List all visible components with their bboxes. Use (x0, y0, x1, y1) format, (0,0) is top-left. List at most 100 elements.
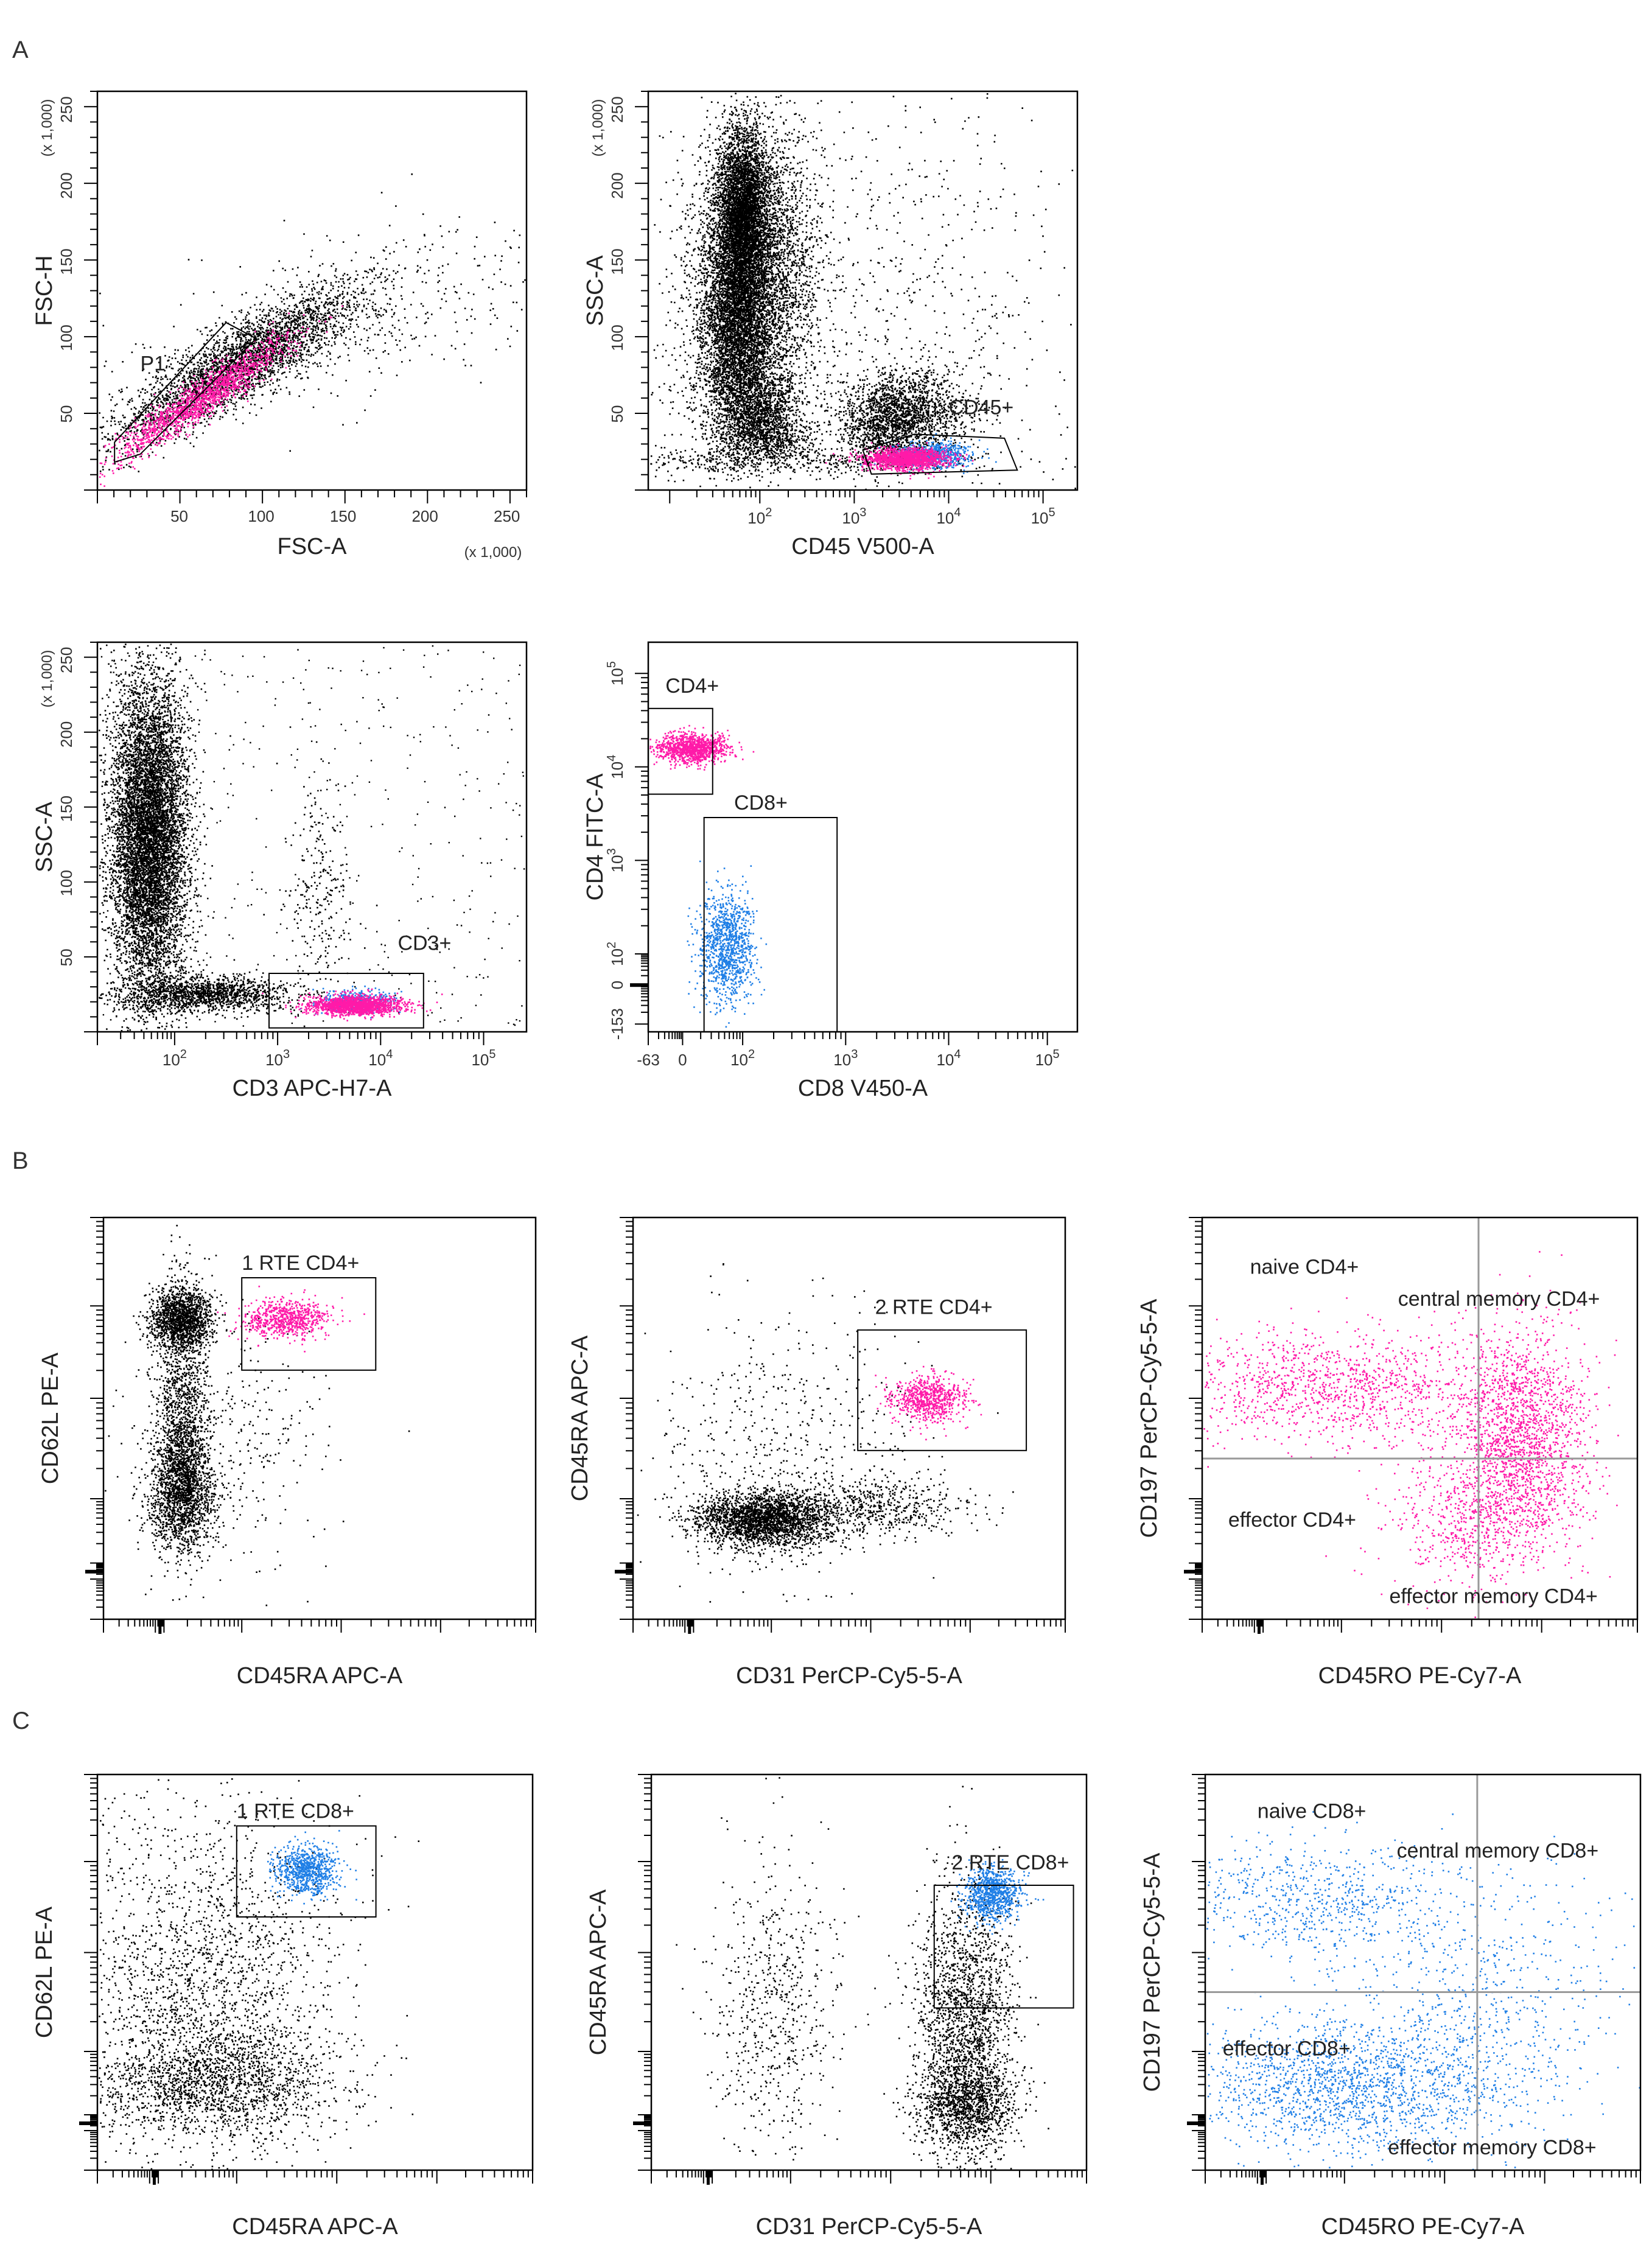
plot-frame (647, 641, 1079, 1033)
gate-rte (241, 1277, 377, 1371)
population-right-dots (883, 1785, 1046, 2170)
population-non-t-dots (99, 643, 236, 1032)
population-column (136, 1225, 226, 1601)
population-magenta (262, 988, 443, 1021)
population-right (724, 1458, 1014, 1553)
y-zero-marker (1187, 2121, 1205, 2125)
population-memory-dots (1399, 1251, 1619, 1606)
population-magenta (825, 442, 974, 480)
y-tick-label: 50 (57, 948, 75, 966)
population-bottom (895, 2041, 1049, 2162)
x-tick-label: -63 (637, 1051, 660, 1069)
x-axis-label: CD45RO PE-Cy7-A (1318, 1663, 1522, 1689)
quadrant-label-effector-memory: effector memory CD4+ (1389, 1585, 1597, 1608)
population-granulocytes (670, 102, 803, 489)
population-column-dots (136, 1225, 226, 1601)
population-granulocyte-base-dots (712, 346, 812, 461)
population-bottom-dots (895, 2041, 1049, 2162)
y-tick-label: 150 (57, 796, 75, 822)
plot-a2: 102 103 104 105 50 100 150 200 250(x 1,000) CD45+… (583, 90, 1079, 559)
gate-label-cd45: CD45+ (949, 396, 1014, 419)
plot-frame (647, 90, 1079, 491)
gate-label-rte: 2 RTE CD4+ (875, 1295, 993, 1319)
gate-cd45 (862, 433, 1018, 475)
population-blue-dots (267, 1830, 357, 1905)
population-naive-dots (1203, 1297, 1610, 1468)
population-magenta (217, 1286, 365, 1353)
population-naive (1203, 1297, 1610, 1468)
quadrant-label-effector: effector CD4+ (1228, 1508, 1356, 1532)
y-tick-label: 200 (57, 172, 75, 198)
y-tick-label: -153 (608, 1008, 626, 1040)
plot-a3: 102 103 104 105 50 100 150 200 250(x 1,000) CD3+ C… (32, 641, 528, 1101)
population-magenta-dots (262, 988, 443, 1021)
plot-b3: naive CD4+ central memory CD4+ effector CD… (1136, 1216, 1639, 1689)
x-tick-label: 103 (842, 506, 866, 527)
y-tick-label: 105 (605, 661, 626, 685)
plot-c2: 2 RTE CD8+ CD31 PerCP-Cy5-5-A CD45RA APC-A (586, 1773, 1088, 2240)
population-main (662, 1471, 869, 1568)
x-tick-label: 102 (730, 1048, 755, 1069)
population-main-dots (662, 1471, 869, 1568)
x-tick-label: 0 (678, 1051, 687, 1069)
gate-rte (236, 1825, 377, 1918)
gate-label-rte: 2 RTE CD8+ (951, 1851, 1069, 1874)
plot-c1: 1 RTE CD8+ CD45RA APC-A CD62L PE-A (32, 1773, 534, 2240)
y-tick-label: 104 (605, 755, 626, 779)
population-monocytes-left (801, 374, 954, 491)
x-axis-ticks (97, 490, 527, 503)
x-tick-label: 104 (936, 1048, 961, 1069)
population-magenta-dots (825, 442, 974, 480)
population-magenta-dots (217, 1286, 365, 1353)
quadrant-label-central-memory: central memory CD4+ (1398, 1287, 1600, 1311)
x-axis-ticks (97, 1032, 485, 1045)
population-magenta-dots (99, 305, 343, 487)
x-tick-label: 105 (1031, 506, 1055, 527)
x-axis-label: CD45RO PE-Cy7-A (1321, 2214, 1525, 2240)
section-label-b: B (12, 1147, 29, 1174)
gate-rte (933, 1885, 1074, 2009)
y-tick-label: 200 (57, 721, 75, 748)
x-multiplier: (x 1,000) (464, 544, 522, 561)
gate-label-p1: P1 (141, 352, 166, 376)
y-axis-ticks (635, 673, 648, 1025)
gate-label-cd4: CD4+ (665, 674, 719, 698)
population-column (263, 726, 378, 1028)
gate-label-cd3: CD3+ (398, 932, 452, 955)
x-tick-label: 105 (471, 1048, 495, 1069)
quadrant-label-naive: naive CD4+ (1250, 1255, 1359, 1278)
gate-cd3 (268, 973, 424, 1029)
plot-frame (1204, 1773, 1642, 2171)
population-column-dots (263, 726, 378, 1028)
y-axis-label: CD4 FITC-A (583, 773, 608, 901)
x-tick-label: 150 (330, 507, 356, 525)
y-zero-marker (79, 2121, 97, 2125)
plot-c3: naive CD8+ central memory CD8+ effector CD… (1139, 1773, 1642, 2240)
population-monocytes-left-dots (801, 374, 954, 491)
population-effector (1325, 1423, 1584, 1619)
y-zero-marker (633, 2121, 651, 2125)
population-black (99, 239, 486, 472)
x-tick-label: 200 (411, 507, 438, 525)
x-tick-label: 103 (833, 1048, 858, 1069)
gate-label-cd8: CD8+ (734, 791, 788, 814)
y-axis-ticks (84, 91, 97, 491)
population-low (116, 1386, 242, 1596)
quadrant-label-naive: naive CD8+ (1258, 1800, 1367, 1823)
population-low-dots (116, 1386, 242, 1596)
x-axis-label: CD31 PerCP-Cy5-5-A (736, 1663, 962, 1689)
population-magenta (99, 305, 343, 487)
population-black-dots (99, 239, 486, 472)
x-axis-label: CD45RA APC-A (237, 1663, 403, 1689)
gate-p1 (114, 321, 257, 463)
y-tick-label: 100 (57, 870, 75, 896)
plot-frame (96, 1773, 534, 2171)
y-tick-label: 150 (608, 248, 626, 275)
population-right-dots (724, 1458, 1014, 1553)
y-axis-label: CD62L PE-A (32, 1906, 57, 2038)
population-cd4 (649, 724, 755, 771)
x-tick-label: 250 (494, 507, 520, 525)
plot-frame (102, 1216, 537, 1620)
y-axis-label: CD45RA APC-A (586, 1889, 611, 2055)
